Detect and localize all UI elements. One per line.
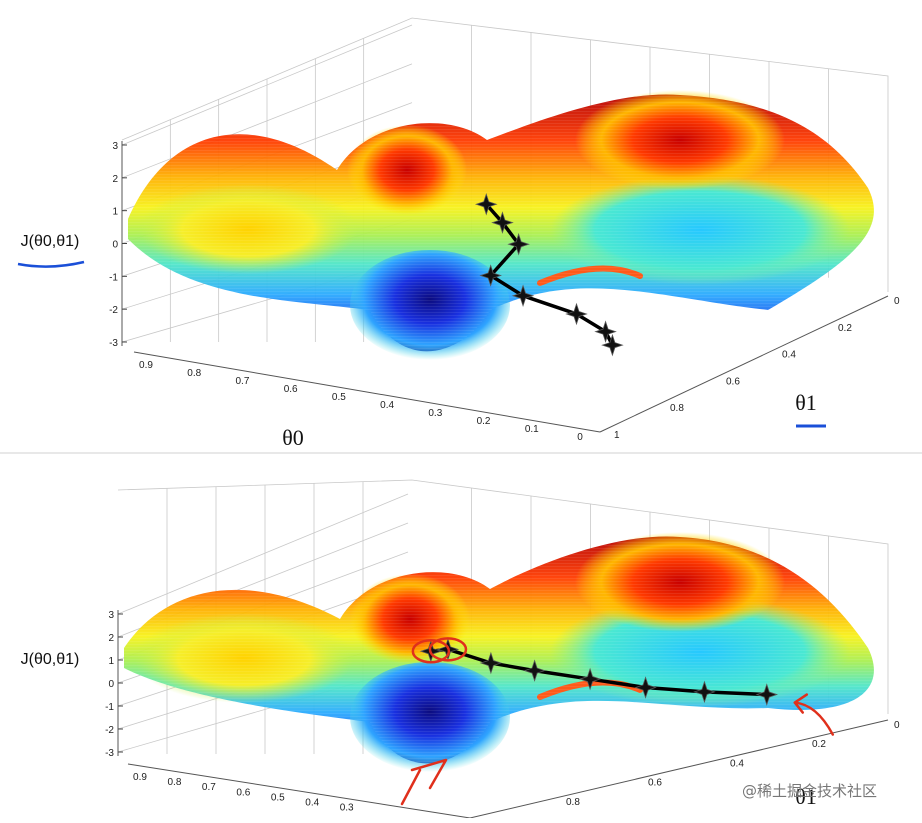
z-tick-label: 0 [112,240,118,251]
z-tick-label: 1 [108,656,114,667]
x-axis-line [133,351,601,433]
x-tick-label: 0.3 [340,803,354,814]
x-tick-label: 0.5 [271,792,285,803]
x-axis-line [127,763,471,819]
descent-step-marker [693,680,716,704]
descent-line [484,203,614,346]
y-tick-label: 0 [894,720,900,731]
y-tick-label: 0.6 [648,778,662,789]
z-axis-title: J(θ0,θ1) [21,651,80,668]
z-tick-label: -2 [105,725,114,736]
descent-step-marker [491,211,514,234]
x-ticks: 0.9 0.8 0.7 0.6 0.5 0.4 0.3 0.2 0.1 0 [139,360,583,443]
x-tick-label: 0.5 [332,392,346,403]
y-ticks: 0 0.2 0.4 0.6 0.8 1 [614,296,900,441]
grid-line [117,493,409,615]
x-tick-label: 0.9 [133,772,147,783]
chart-panel-1: 3210-1-2-30.90.80.70.60.50.40.30.20.1000… [17,17,900,450]
x-tick-label: 0.6 [284,384,298,395]
z-tick-label: 2 [108,633,114,644]
x-tick-label: 0.2 [477,416,491,427]
y-ticks: 0 0.2 0.4 0.6 0.8 [566,720,900,808]
x-tick-label: 0.4 [305,798,319,809]
z-axis-title: J(θ0,θ1) [21,233,80,250]
y-tick-label: 0.6 [726,376,740,387]
descent-step-marker [565,302,588,326]
descent-step-marker [523,659,546,682]
z-label-underline [17,260,85,268]
descent-step-marker [634,676,657,699]
panel-divider [0,452,922,454]
descent-step-marker [601,333,624,357]
grid-line [121,24,413,146]
y-tick-label: 0.2 [838,323,852,334]
y-axis-line [599,295,889,433]
x-tick-label: 0.6 [236,787,250,798]
z-tick-label: 0 [108,679,114,690]
x-tick-label: 0.8 [167,777,181,788]
y-tick-label: 1 [614,430,620,441]
y-tick-label: 0.8 [670,403,684,414]
descent-step-marker [507,232,530,256]
y-tick-label: 0.4 [782,350,796,361]
descent-step-marker [594,320,617,343]
y-axis-title: θ1 [795,390,817,415]
cost-surface [124,532,874,772]
z-tick-label: -1 [105,702,114,713]
start-circle-1 [411,638,451,664]
descent-path [475,192,624,357]
z-tick-label: 3 [112,141,118,152]
x-tick-label: 0.7 [235,376,249,387]
descent-step-marker [479,651,503,675]
z-tick-label: -2 [109,305,118,316]
descent-step-marker [479,264,502,287]
y-tick-label: 0.8 [566,797,580,808]
z-tick-label: 3 [108,610,114,621]
x-tick-label: 0.9 [139,360,153,371]
x-tick-label: 0.4 [380,400,394,411]
surface-mesh [124,536,874,764]
x-axis-title: θ0 [282,425,304,450]
watermark: @稀土掘金技术社区 [742,782,878,800]
x-tick-label: 0.1 [525,424,539,435]
x-tick-label: 0 [577,432,583,443]
z-tick-label: -1 [109,272,118,283]
x-ticks: 0.9 0.8 0.7 0.6 0.5 0.4 0.3 [133,772,354,814]
descent-step-marker [475,192,498,216]
descent-step-marker [755,683,779,706]
y-tick-label: 0.4 [730,758,744,769]
z-ticks: 3 2 1 0 -1 -2 -3 [109,141,127,349]
annotations [400,637,835,806]
y-tick-label: 0.2 [812,739,826,750]
start-circle-2 [428,637,468,662]
grid-line [121,63,413,179]
y-axis-line [469,719,889,819]
z-tick-label: -3 [109,338,118,349]
z-ticks: 3 2 1 0 -1 -2 -3 [105,610,123,759]
arrow-minimum-left [400,758,448,806]
y-tick-label: 0 [894,296,900,307]
x-tick-label: 0.3 [428,408,442,419]
x-tick-label: 0.8 [187,368,201,379]
z-tick-label: 2 [112,174,118,185]
descent-step-marker [578,667,602,691]
x-tick-label: 0.7 [202,782,216,793]
descent-line [430,647,767,697]
arrow-minimum-right [793,693,835,736]
z-tick-label: 1 [112,207,118,218]
y-axis-title: θ1 [795,784,817,809]
descent-step-marker [511,284,535,308]
z-tick-label: -3 [105,748,114,759]
